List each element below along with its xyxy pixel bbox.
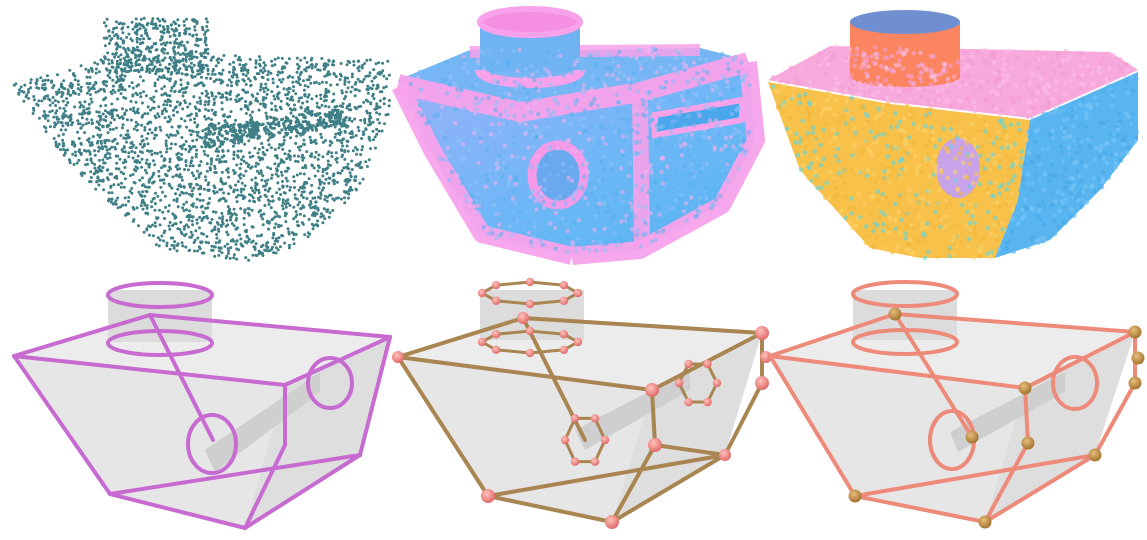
- segment-cylinder-top: [850, 10, 960, 34]
- curve-hole-back: [306, 356, 354, 410]
- panel-curves: [12, 281, 392, 530]
- curve-left-slant: [12, 354, 112, 496]
- curve-mid-vertical: [243, 383, 287, 530]
- curve-bottom-right: [243, 453, 362, 530]
- curve-cylinder-top: [106, 281, 214, 309]
- panel-normals-cloud: [391, 6, 765, 265]
- teal-point-cloud: [12, 16, 391, 262]
- segments-texture: [770, 44, 1139, 261]
- panel-graph: [392, 277, 772, 529]
- panel-point-cloud: [12, 16, 391, 262]
- shell-graph: [398, 290, 762, 522]
- curve-top-left-edge: [12, 313, 152, 358]
- graph-nodes: [392, 277, 772, 529]
- curve-front-bottom: [108, 492, 247, 530]
- curve-top-front-edge: [12, 354, 287, 387]
- normals-edge-left: [391, 81, 575, 265]
- normals-cylinder-rim: [475, 68, 585, 88]
- normals-edge-mid: [632, 93, 650, 249]
- curve-top-back-edge: [148, 313, 392, 339]
- curve-cylinder-base: [106, 329, 214, 357]
- curves-purple: [12, 281, 392, 530]
- shell-corners: [770, 290, 1135, 522]
- panel-corners: [768, 280, 1145, 529]
- normals-slot: [652, 96, 745, 139]
- curve-hole-front: [186, 413, 238, 475]
- curve-bottom-front: [108, 453, 362, 496]
- panel-segmented-cloud: [768, 10, 1139, 261]
- segment-yellow-front: [768, 82, 1030, 258]
- normals-edge-right: [571, 61, 765, 265]
- normals-texture: [399, 46, 752, 255]
- curve-right-slant: [358, 335, 392, 457]
- segment-blue-right: [995, 72, 1138, 258]
- normals-cylinder-top: [477, 6, 583, 38]
- corner-nodes: [848, 307, 1145, 529]
